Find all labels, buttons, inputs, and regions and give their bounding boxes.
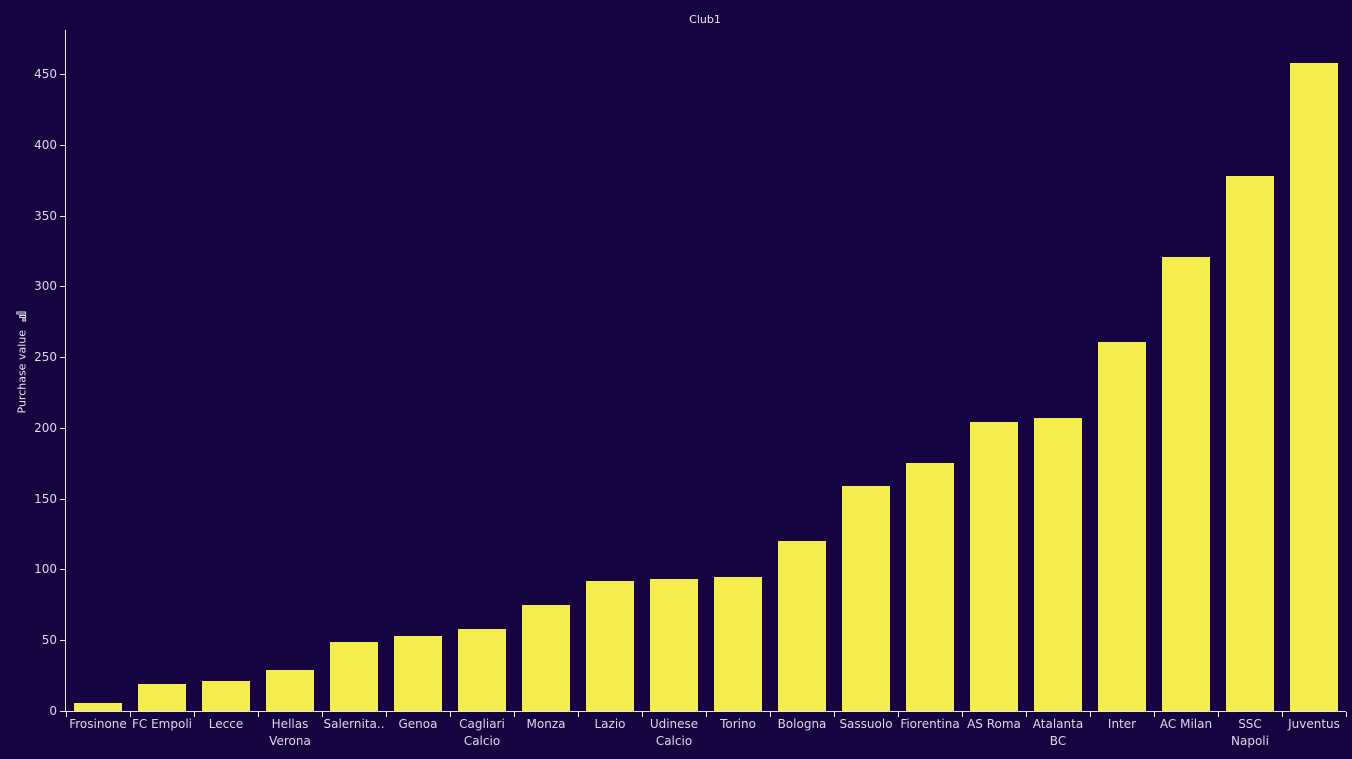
- x-tick-label[interactable]: Lazio: [594, 717, 626, 731]
- y-tick: 250: [0, 350, 65, 371]
- bar[interactable]: [266, 669, 314, 711]
- y-tick-label: 100: [34, 562, 57, 577]
- y-tick: 50: [0, 633, 65, 654]
- y-tick: 150: [0, 492, 65, 513]
- bar[interactable]: [586, 580, 634, 711]
- x-tick-label[interactable]: Atalanta BC: [1032, 717, 1084, 748]
- x-tick-mark: [386, 712, 387, 717]
- x-tick-mark: [578, 712, 579, 717]
- x-tick-mark: [834, 712, 835, 717]
- x-tick-label[interactable]: Salernita..: [323, 717, 385, 731]
- bar[interactable]: [1226, 175, 1274, 711]
- chart-title: Club1: [689, 13, 721, 26]
- x-tick-label[interactable]: Frosinone: [69, 717, 127, 731]
- y-tick-mark: [60, 144, 65, 146]
- x-tick-label[interactable]: Bologna: [777, 717, 827, 731]
- bar[interactable]: [1290, 62, 1338, 711]
- y-tick-mark: [60, 286, 65, 288]
- x-tick-label[interactable]: Monza: [526, 717, 566, 731]
- x-tick-mark: [1346, 712, 1347, 717]
- x-tick-mark: [1090, 712, 1091, 717]
- bar[interactable]: [714, 576, 762, 711]
- y-tick-mark: [60, 74, 65, 75]
- y-tick: 0: [0, 704, 65, 725]
- x-tick-label[interactable]: FC Empoli: [132, 717, 192, 731]
- x-tick-label[interactable]: Sassuolo: [839, 717, 893, 731]
- x-tick-label[interactable]: Hellas Verona: [269, 717, 311, 748]
- x-tick-mark: [962, 712, 963, 717]
- y-tick-label: 50: [41, 633, 57, 648]
- x-tick-mark: [642, 712, 643, 717]
- x-tick-mark: [1218, 712, 1219, 717]
- bar[interactable]: [970, 422, 1018, 711]
- x-tick-label[interactable]: AC Milan: [1159, 717, 1213, 731]
- y-tick: 450: [0, 67, 65, 88]
- y-tick-label: 350: [34, 208, 57, 223]
- x-tick-mark: [194, 712, 195, 717]
- y-tick: 350: [0, 209, 65, 230]
- x-tick-label[interactable]: Juventus: [1288, 717, 1340, 731]
- y-tick-mark: [60, 215, 65, 217]
- bar[interactable]: [138, 684, 186, 711]
- bar[interactable]: [906, 463, 954, 711]
- x-tick-mark: [322, 712, 323, 717]
- y-tick: 200: [0, 421, 65, 442]
- y-axis-title[interactable]: Purchase value: [15, 311, 29, 414]
- bar[interactable]: [202, 681, 250, 711]
- y-tick-mark: [60, 640, 65, 642]
- bar[interactable]: [1034, 417, 1082, 711]
- y-tick-mark: [60, 357, 65, 359]
- x-tick-label[interactable]: Udinese Calcio: [649, 717, 699, 748]
- y-tick-label: 400: [34, 137, 57, 152]
- x-tick-label[interactable]: SSC Napoli: [1231, 717, 1269, 748]
- x-tick-mark: [1026, 712, 1027, 717]
- bar[interactable]: [330, 641, 378, 711]
- bar[interactable]: [458, 628, 506, 711]
- y-tick-label: 450: [34, 67, 57, 81]
- x-tick-label[interactable]: Torino: [720, 717, 756, 731]
- bar[interactable]: [650, 579, 698, 711]
- x-tick-label[interactable]: Cagliari Calcio: [459, 717, 505, 748]
- x-tick-mark: [66, 712, 67, 717]
- y-tick-label: 150: [34, 491, 57, 506]
- x-tick-mark: [514, 712, 515, 717]
- bar[interactable]: [394, 635, 442, 711]
- x-axis-line: [60, 711, 1346, 712]
- x-tick-label[interactable]: Genoa: [398, 717, 438, 731]
- bar[interactable]: [522, 604, 570, 711]
- x-tick-mark: [706, 712, 707, 717]
- sort-descending-bars-icon[interactable]: [15, 311, 29, 322]
- y-axis-title-label: Purchase value: [15, 330, 29, 414]
- y-tick-mark: [60, 711, 65, 712]
- x-tick-mark: [130, 712, 131, 717]
- x-tick-label[interactable]: Lecce: [208, 717, 244, 731]
- x-tick-mark: [1154, 712, 1155, 717]
- y-tick-label: 200: [34, 420, 57, 435]
- y-tick: 300: [0, 279, 65, 300]
- y-tick-label: 0: [49, 704, 57, 718]
- x-tick-mark: [1282, 712, 1283, 717]
- y-tick: 400: [0, 138, 65, 159]
- bar[interactable]: [1162, 256, 1210, 711]
- bar[interactable]: [74, 702, 122, 711]
- bar[interactable]: [778, 541, 826, 711]
- y-tick-mark: [60, 498, 65, 500]
- bar[interactable]: [1098, 341, 1146, 711]
- x-tick-mark: [770, 712, 771, 717]
- y-tick-label: 300: [34, 279, 57, 294]
- x-tick-mark: [258, 712, 259, 717]
- x-tick-label[interactable]: AS Roma: [967, 717, 1021, 731]
- y-tick: 100: [0, 562, 65, 583]
- x-tick-label[interactable]: Fiorentina: [900, 717, 960, 731]
- x-tick-mark: [450, 712, 451, 717]
- x-tick-mark: [898, 712, 899, 717]
- y-tick-mark: [60, 569, 65, 571]
- bar[interactable]: [842, 485, 890, 711]
- x-tick-label[interactable]: Inter: [1107, 717, 1137, 731]
- y-tick-mark: [60, 427, 65, 429]
- y-axis-line: [65, 30, 66, 712]
- y-tick-label: 250: [34, 350, 57, 365]
